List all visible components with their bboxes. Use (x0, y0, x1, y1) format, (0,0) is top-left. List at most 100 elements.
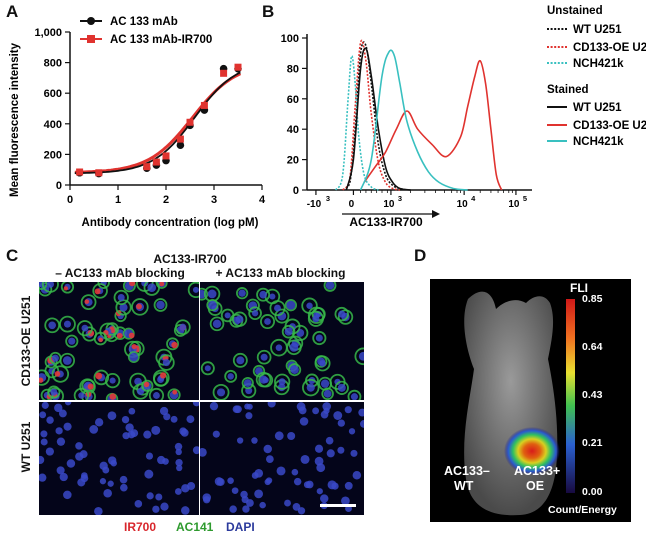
cell-nucleus (202, 496, 211, 504)
cell-membrane (301, 297, 318, 314)
ir700-signal (129, 282, 136, 287)
cell-nucleus (314, 444, 324, 453)
cell-nucleus (358, 408, 364, 417)
legend-marker-ir700 (87, 35, 95, 43)
b-xtick-exponent: 3 (326, 194, 330, 203)
cell-nucleus (278, 378, 286, 386)
cell-nucleus (312, 315, 320, 323)
cell-nucleus (212, 430, 220, 438)
cell-nucleus (284, 327, 293, 336)
cell-nucleus (291, 468, 299, 476)
cell-nucleus (289, 342, 299, 352)
cell-membrane (115, 299, 132, 316)
ir700-signal (94, 288, 101, 295)
cell-membrane (281, 324, 296, 339)
cell-membrane (236, 287, 249, 300)
legend-label-unstained: WT U251 (573, 24, 622, 36)
cell-nucleus (236, 356, 245, 365)
cell-nucleus (352, 470, 362, 480)
tumor-signal (504, 427, 560, 475)
cell-nucleus (64, 402, 72, 406)
ir700-signal (98, 337, 103, 343)
cell-nucleus (159, 406, 169, 416)
point-ir700 (143, 163, 151, 171)
cell-nucleus (299, 417, 309, 426)
cell-nucleus (344, 481, 353, 490)
b-ytick-label: 60 (287, 94, 299, 106)
a-ytick-label: 400 (44, 119, 62, 131)
colorbar-tick-0: 0.85 (582, 293, 603, 305)
cell-nucleus (40, 430, 48, 438)
cell-nucleus (130, 429, 139, 438)
cell-nucleus (155, 493, 163, 501)
cell-membrane (314, 355, 331, 372)
cell-membrane (104, 372, 121, 389)
cell-nucleus (94, 418, 104, 427)
cell-nucleus (41, 402, 49, 409)
cell-nucleus (207, 289, 217, 299)
cell-nucleus (227, 373, 234, 380)
cell-nucleus (315, 334, 323, 342)
cell-nucleus (235, 315, 244, 324)
label-ac133-wt: AC133– WT (444, 464, 490, 493)
cell-membrane (122, 282, 136, 293)
cell-membrane (200, 361, 215, 376)
micrograph-wt-blocked (200, 402, 364, 515)
panel-a-xlabel: Antibody concentration (log pM) (82, 217, 259, 229)
cell-membrane (93, 331, 108, 346)
cell-nucleus (267, 402, 276, 408)
cell-membrane (256, 349, 272, 365)
point-ir700 (220, 69, 228, 77)
ir700-signal (160, 372, 167, 379)
histogram-stained-cd133-oe-u251 (363, 59, 503, 191)
panel-c-letter: C (6, 246, 19, 265)
cell-nucleus (81, 324, 89, 332)
histogram-stained-nch421k (359, 49, 468, 191)
cell-nucleus (181, 484, 190, 493)
cells-oe-blocked (200, 282, 364, 400)
cell-nucleus (63, 490, 72, 500)
b-xtick-exponent: 4 (471, 194, 476, 203)
cell-membrane (269, 300, 286, 317)
cell-nucleus (78, 392, 85, 399)
cell-nucleus (300, 454, 310, 464)
cell-nucleus (274, 431, 284, 441)
panel-a-axes: 0 200 400 600 800 1,000 0 1 2 3 4 (34, 27, 265, 206)
cell-nucleus (170, 415, 178, 423)
cell-membrane (302, 378, 320, 397)
cell-membrane (93, 369, 110, 386)
cell-membrane (39, 282, 48, 290)
label-ac133-oe: AC133+ OE (514, 464, 560, 493)
cell-membrane (51, 365, 70, 383)
cell-nucleus (54, 403, 63, 413)
cell-membrane (187, 282, 199, 299)
cell-membrane (114, 309, 127, 323)
ir700-signal (171, 341, 178, 349)
cell-nucleus (243, 379, 252, 387)
cell-membrane (321, 387, 334, 400)
cell-nucleus (39, 455, 45, 465)
ir700-signal (172, 389, 178, 395)
b-xtick-label: 10 (383, 199, 395, 210)
cell-nucleus (134, 500, 143, 508)
cell-nucleus (337, 419, 345, 427)
cell-membrane (39, 369, 50, 386)
cell-nucleus (260, 353, 268, 361)
a-ytick-label: 600 (44, 88, 62, 100)
panel-d-image: AC133– WT AC133+ OE FLI 0.85 0.64 0.43 0.2… (430, 279, 631, 522)
cell-membrane (209, 316, 225, 332)
cell-nucleus (224, 312, 231, 319)
cell-nucleus (129, 352, 139, 362)
cell-membrane (44, 317, 61, 334)
histogram-unstained-wt-u251 (342, 41, 408, 191)
cell-membrane (232, 352, 248, 368)
cell-membrane (274, 308, 290, 324)
point-ir700 (152, 158, 160, 166)
cell-membrane (347, 389, 362, 400)
cell-nucleus (242, 505, 250, 513)
b-ytick-label: 0 (293, 185, 299, 197)
cell-nucleus (59, 472, 68, 482)
cell-nucleus (151, 425, 161, 435)
panel-b-xlabel: AC133-IR700 (349, 215, 423, 229)
cell-membrane (224, 369, 238, 383)
